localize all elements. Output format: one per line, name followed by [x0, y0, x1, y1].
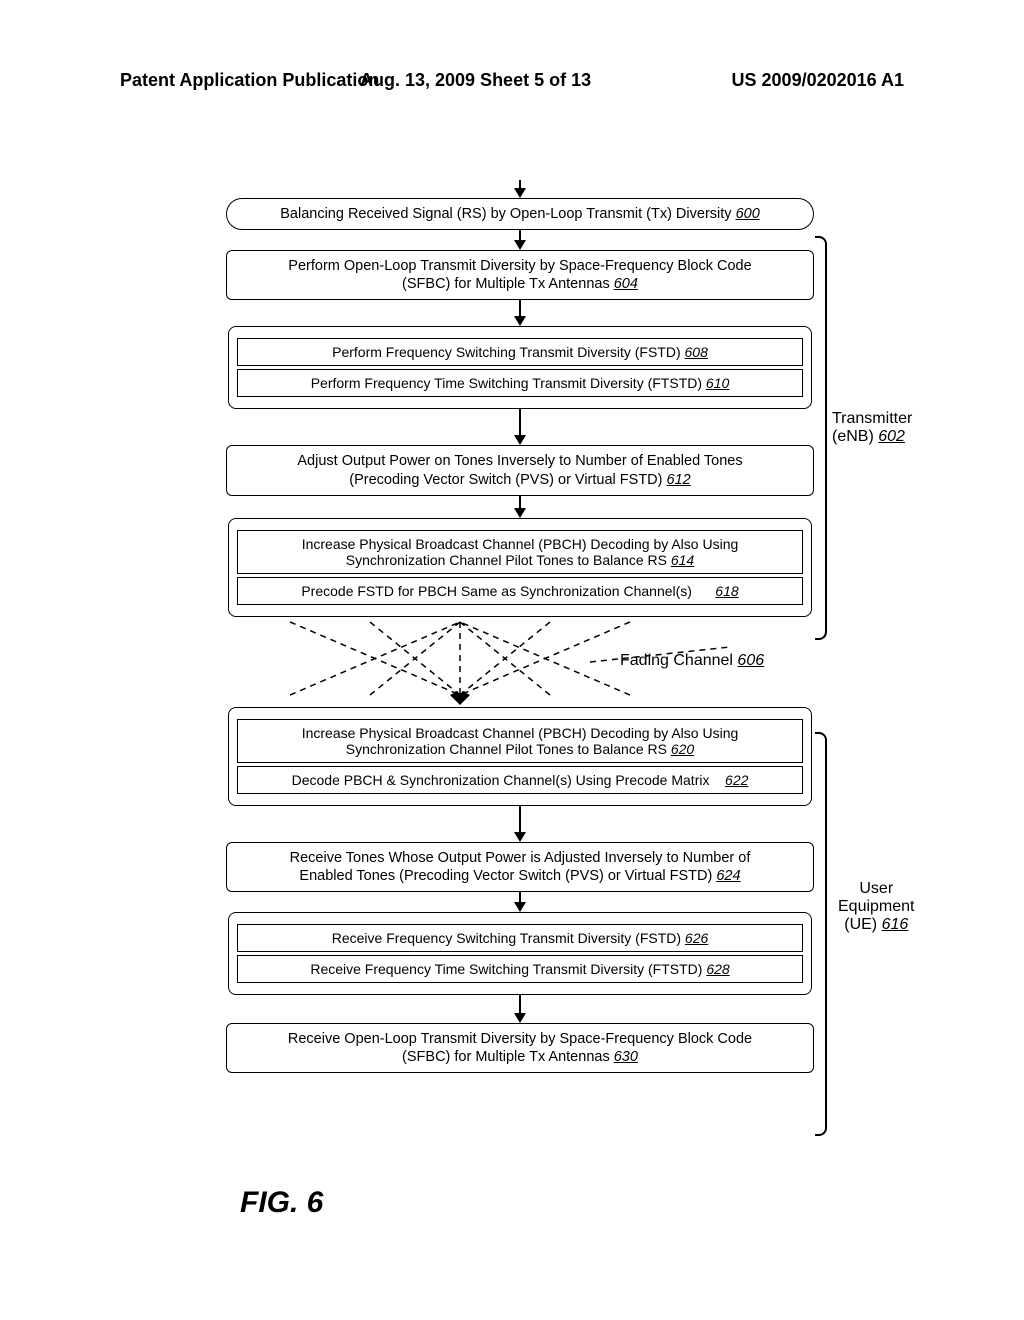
pbch-tx-l2: Synchronization Channel Pilot Tones to B…	[346, 552, 671, 568]
decode-rx-text: Decode PBCH & Synchronization Channel(s)…	[292, 772, 710, 788]
sfbc-tx-box: Perform Open-Loop Transmit Diversity by …	[226, 250, 814, 300]
pvs-rx-l2: Enabled Tones (Precoding Vector Switch (…	[299, 868, 716, 884]
arrow-3	[170, 409, 870, 445]
fading-label: Fading Channel 606	[620, 652, 764, 670]
ue-ref: 616	[882, 916, 909, 933]
pvs-rx-box: Receive Tones Whose Output Power is Adju…	[226, 842, 814, 892]
ftstd-tx-text: Perform Frequency Time Switching Transmi…	[311, 375, 706, 391]
ftstd-tx-box: Perform Frequency Time Switching Transmi…	[237, 369, 803, 397]
title-box: Balancing Received Signal (RS) by Open-L…	[226, 198, 814, 230]
sfbc-tx-ref: 604	[614, 276, 638, 292]
precode-tx-text: Precode FSTD for PBCH Same as Synchroniz…	[301, 583, 692, 599]
arrow-1	[170, 230, 870, 250]
fstd-tx-ref: 608	[685, 344, 708, 360]
ue-label: User Equipment (UE) 616	[838, 880, 915, 934]
ue-bracket	[815, 732, 827, 1136]
decode-rx-box: Decode PBCH & Synchronization Channel(s)…	[237, 766, 803, 794]
tx-bracket	[815, 236, 827, 640]
ftstd-rx-text: Receive Frequency Time Switching Transmi…	[310, 961, 706, 977]
pbch-tx-group: Increase Physical Broadcast Channel (PBC…	[228, 518, 812, 617]
pbch-tx-ref: 614	[671, 552, 694, 568]
fstd-rx-ref: 626	[685, 930, 708, 946]
figure-label: FIG. 6	[240, 1186, 323, 1220]
header-right: US 2009/0202016 A1	[732, 70, 904, 91]
title-text: Balancing Received Signal (RS) by Open-L…	[280, 206, 735, 222]
fstd-tx-box: Perform Frequency Switching Transmit Div…	[237, 338, 803, 366]
pvs-tx-box: Adjust Output Power on Tones Inversely t…	[226, 445, 814, 495]
pvs-tx-l1: Adjust Output Power on Tones Inversely t…	[297, 453, 742, 469]
flowchart: Balancing Received Signal (RS) by Open-L…	[170, 180, 870, 1073]
pbch-rx-box: Increase Physical Broadcast Channel (PBC…	[237, 719, 803, 763]
ftstd-rx-box: Receive Frequency Time Switching Transmi…	[237, 955, 803, 983]
tx-label: Transmitter (eNB) 602	[832, 410, 912, 446]
page: Patent Application Publication Aug. 13, …	[0, 0, 1024, 1320]
title-ref: 600	[736, 206, 760, 222]
sfbc-tx-l2: (SFBC) for Multiple Tx Antennas	[402, 276, 614, 292]
decode-rx-ref: 622	[725, 772, 748, 788]
sfbc-rx-ref: 630	[614, 1049, 638, 1065]
precode-tx-ref: 618	[715, 583, 738, 599]
pbch-rx-l2: Synchronization Channel Pilot Tones to B…	[346, 741, 671, 757]
fstd-rx-box: Receive Frequency Switching Transmit Div…	[237, 924, 803, 952]
fading-ref: 606	[737, 652, 764, 669]
arrow-in	[170, 180, 870, 198]
sfbc-tx-l1: Perform Open-Loop Transmit Diversity by …	[288, 258, 751, 274]
arrow-6	[170, 892, 870, 912]
sfbc-rx-l2: (SFBC) for Multiple Tx Antennas	[402, 1049, 614, 1065]
sfbc-rx-box: Receive Open-Loop Transmit Diversity by …	[226, 1023, 814, 1073]
header-left: Patent Application Publication	[120, 70, 379, 91]
arrow-2	[170, 300, 870, 326]
pbch-tx-l1: Increase Physical Broadcast Channel (PBC…	[302, 536, 739, 552]
pbch-rx-ref: 620	[671, 741, 694, 757]
arrow-4	[170, 496, 870, 518]
pvs-rx-l1: Receive Tones Whose Output Power is Adju…	[290, 850, 751, 866]
fstd-rx-text: Receive Frequency Switching Transmit Div…	[332, 930, 685, 946]
ftstd-tx-ref: 610	[706, 375, 729, 391]
pvs-tx-ref: 612	[667, 472, 691, 488]
pvs-rx-ref: 624	[716, 868, 740, 884]
fstd-rx-group: Receive Frequency Switching Transmit Div…	[228, 912, 812, 995]
precode-tx-box: Precode FSTD for PBCH Same as Synchroniz…	[237, 577, 803, 605]
fstd-tx-group: Perform Frequency Switching Transmit Div…	[228, 326, 812, 409]
fading-channel: Fading Channel 606	[170, 617, 870, 707]
fstd-tx-text: Perform Frequency Switching Transmit Div…	[332, 344, 684, 360]
ftstd-rx-ref: 628	[706, 961, 729, 977]
arrow-5	[170, 806, 870, 842]
pbch-tx-box: Increase Physical Broadcast Channel (PBC…	[237, 530, 803, 574]
tx-ref: 602	[878, 428, 905, 445]
pbch-rx-group: Increase Physical Broadcast Channel (PBC…	[228, 707, 812, 806]
pbch-rx-l1: Increase Physical Broadcast Channel (PBC…	[302, 725, 739, 741]
pvs-tx-l2: (Precoding Vector Switch (PVS) or Virtua…	[349, 472, 666, 488]
arrow-7	[170, 995, 870, 1023]
header-mid: Aug. 13, 2009 Sheet 5 of 13	[360, 70, 591, 91]
sfbc-rx-l1: Receive Open-Loop Transmit Diversity by …	[288, 1031, 752, 1047]
